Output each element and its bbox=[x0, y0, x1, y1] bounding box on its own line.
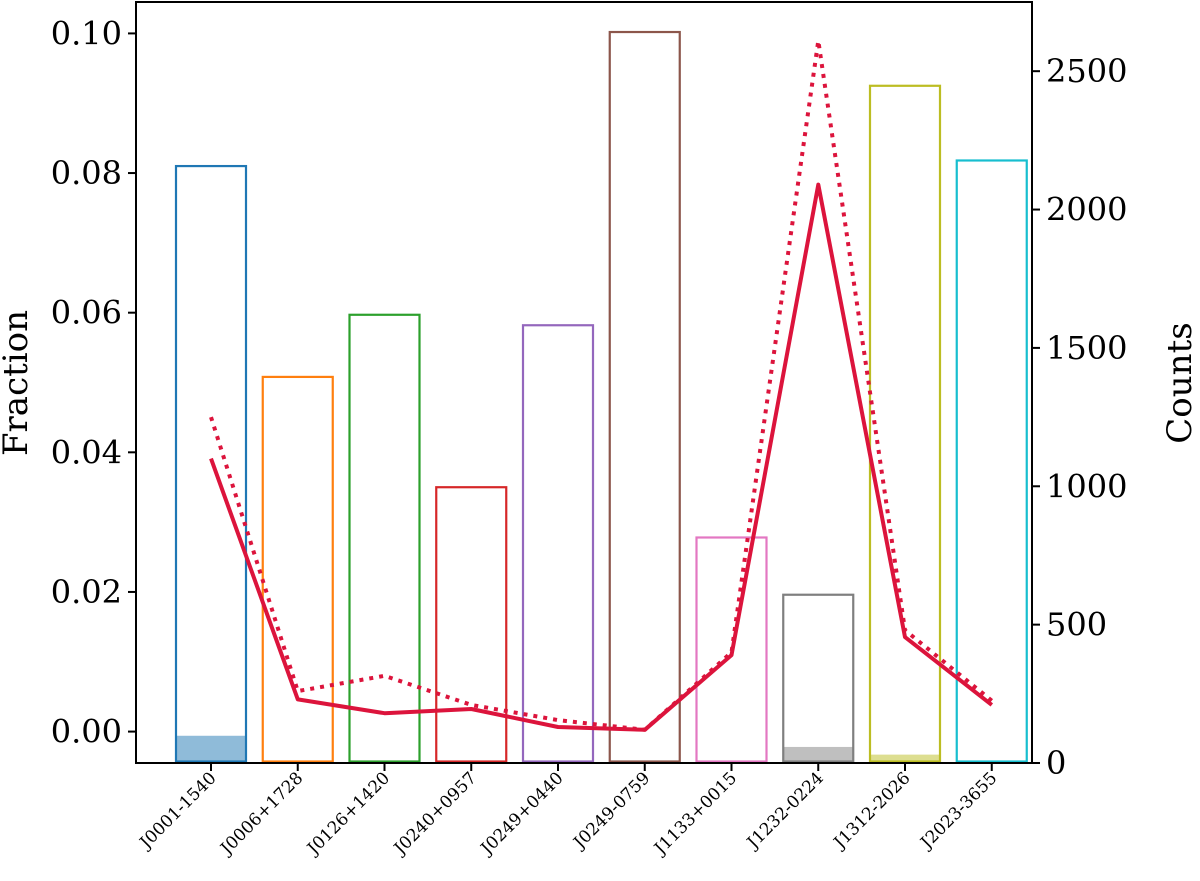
x-tick-label-J1133+0015: J1133+0015 bbox=[649, 768, 741, 860]
line-solid bbox=[209, 182, 994, 732]
bar-outline-J0001-1540 bbox=[174, 164, 248, 763]
left-tick-label: 0.02 bbox=[51, 573, 122, 611]
x-tick-label-J1232-0224: J1232-0224 bbox=[742, 768, 828, 854]
count-lines bbox=[209, 38, 994, 732]
bar-outline-J1312-2026 bbox=[868, 84, 942, 763]
right-tick-label: 0 bbox=[1046, 744, 1066, 782]
x-tick-label-J0006+1728: J0006+1728 bbox=[216, 768, 308, 860]
x-tick-label-J0240+0957: J0240+0957 bbox=[389, 768, 481, 860]
x-tick-label-J2023-3655: J2023-3655 bbox=[916, 768, 1002, 854]
left-tick-label: 0.08 bbox=[51, 154, 122, 192]
left-axis-ticks: 0.00 0.02 0.04 0.06 0.08 0.10 bbox=[51, 14, 136, 751]
x-tick-label-J0249-0759: J0249-0759 bbox=[569, 768, 655, 854]
line-dotted bbox=[209, 38, 994, 732]
left-tick-label: 0.04 bbox=[51, 433, 122, 471]
bar-outline-J0126+1420 bbox=[348, 313, 421, 763]
bar-filled-J1232-0224 bbox=[783, 746, 854, 763]
x-axis-ticks: J0001-1540J0006+1728J0126+1420J0240+0957… bbox=[135, 763, 1001, 860]
right-tick-label: 1500 bbox=[1046, 329, 1127, 367]
bar-outline-J0006+1728 bbox=[261, 375, 334, 763]
bar-filled-J0001-1540 bbox=[176, 735, 246, 763]
bar-outline-J1232-0224 bbox=[782, 593, 855, 763]
right-axis-ticks: 0 500 1000 1500 2000 2500 bbox=[1032, 52, 1127, 782]
right-tick-label: 500 bbox=[1046, 606, 1107, 644]
x-tick-label-J0126+1420: J0126+1420 bbox=[302, 768, 394, 860]
bar-outline-J0249-0759 bbox=[608, 30, 681, 763]
left-tick-label: 0.06 bbox=[51, 294, 122, 332]
bar-outline-J1133+0015 bbox=[695, 536, 768, 763]
right-tick-label: 2500 bbox=[1046, 52, 1127, 90]
bar-filled-J1312-2026 bbox=[870, 754, 940, 763]
left-tick-label: 0.10 bbox=[51, 14, 122, 52]
x-tick-label-J0249+0440: J0249+0440 bbox=[476, 768, 568, 860]
right-tick-label: 2000 bbox=[1046, 191, 1127, 229]
bar-outline-J0249+0440 bbox=[521, 324, 595, 763]
x-tick-label-J1312-2026: J1312-2026 bbox=[829, 768, 915, 854]
plot-frame bbox=[135, 1, 1033, 764]
left-tick-label: 0.00 bbox=[51, 713, 122, 751]
x-tick-label-J0001-1540: J0001-1540 bbox=[135, 768, 221, 854]
outline-bars bbox=[174, 30, 1028, 763]
bar-outline-J0240+0957 bbox=[435, 486, 508, 763]
filled-bars bbox=[176, 735, 1027, 763]
right-axis-title: Counts bbox=[1160, 322, 1200, 443]
bar-outline-J2023-3655 bbox=[955, 159, 1028, 763]
left-axis-title: Fraction bbox=[0, 310, 36, 456]
right-tick-label: 1000 bbox=[1046, 467, 1127, 505]
